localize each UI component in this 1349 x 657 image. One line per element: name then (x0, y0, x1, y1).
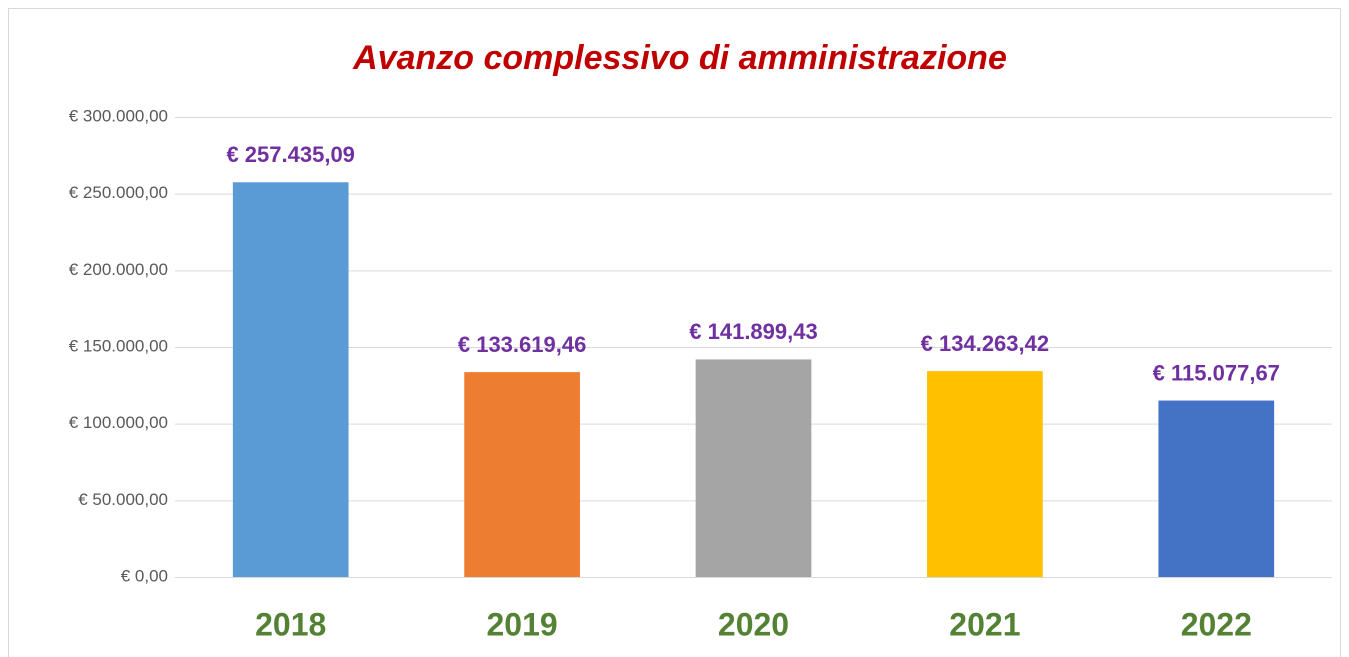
y-tick-label: € 250.000,00 (69, 183, 168, 202)
y-tick-label: € 300.000,00 (69, 106, 168, 125)
y-tick-label: € 200.000,00 (69, 260, 168, 279)
bar (927, 371, 1043, 577)
data-label: € 115.077,67 (1153, 360, 1280, 385)
bar (232, 182, 349, 578)
chart-border (8, 8, 1341, 657)
x-tick-label: 2021 (949, 606, 1020, 642)
y-tick-label: € 0,00 (121, 566, 168, 585)
x-tick-label: 2019 (487, 606, 558, 642)
bar (1158, 400, 1275, 577)
data-label: € 257.435,09 (226, 142, 354, 167)
x-tick-label: 2020 (718, 606, 789, 642)
data-label: € 141.899,43 (689, 319, 817, 344)
data-label: € 134.263,42 (921, 331, 1049, 356)
x-tick-label: 2018 (255, 606, 326, 642)
y-tick-label: € 100.000,00 (69, 413, 168, 432)
bar (464, 372, 580, 577)
y-tick-label: € 150.000,00 (69, 336, 168, 355)
chart-title: Avanzo complessivo di amministrazione (352, 39, 1007, 77)
bar (695, 359, 812, 577)
y-tick-label: € 50.000,00 (78, 490, 168, 509)
data-label: € 133.619,46 (458, 332, 586, 357)
x-tick-label: 2022 (1181, 606, 1252, 642)
